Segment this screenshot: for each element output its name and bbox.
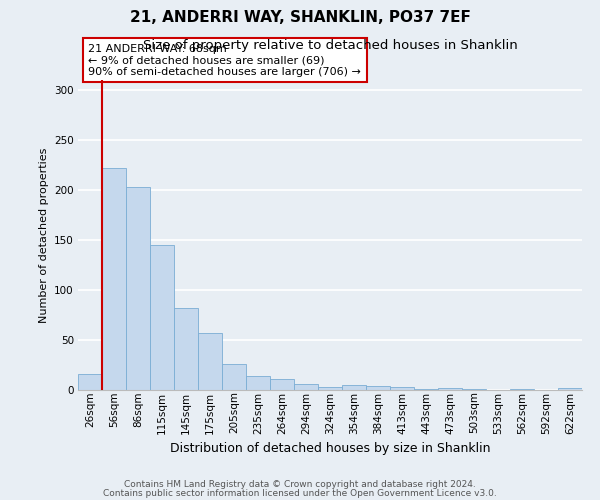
Bar	[558, 388, 582, 390]
Bar	[102, 168, 126, 390]
Text: 21 ANDERRI WAY: 68sqm
← 9% of detached houses are smaller (69)
90% of semi-detac: 21 ANDERRI WAY: 68sqm ← 9% of detached h…	[88, 44, 361, 77]
Bar	[270, 379, 294, 390]
Bar	[390, 387, 414, 390]
X-axis label: Distribution of detached houses by size in Shanklin: Distribution of detached houses by size …	[170, 442, 490, 455]
Text: Contains public sector information licensed under the Open Government Licence v3: Contains public sector information licen…	[103, 488, 497, 498]
Bar	[342, 385, 366, 390]
Bar	[222, 364, 246, 390]
Bar	[462, 389, 486, 390]
Bar	[318, 387, 342, 390]
Bar	[438, 388, 462, 390]
Bar	[366, 386, 390, 390]
Bar	[174, 308, 198, 390]
Bar	[414, 389, 438, 390]
Bar	[150, 245, 174, 390]
Text: 21, ANDERRI WAY, SHANKLIN, PO37 7EF: 21, ANDERRI WAY, SHANKLIN, PO37 7EF	[130, 10, 470, 25]
Bar	[198, 333, 222, 390]
Bar	[294, 384, 318, 390]
Text: Contains HM Land Registry data © Crown copyright and database right 2024.: Contains HM Land Registry data © Crown c…	[124, 480, 476, 489]
Bar	[510, 389, 534, 390]
Bar	[78, 374, 102, 390]
Bar	[126, 187, 150, 390]
Y-axis label: Number of detached properties: Number of detached properties	[38, 148, 49, 322]
Bar	[246, 376, 270, 390]
Title: Size of property relative to detached houses in Shanklin: Size of property relative to detached ho…	[143, 40, 517, 52]
